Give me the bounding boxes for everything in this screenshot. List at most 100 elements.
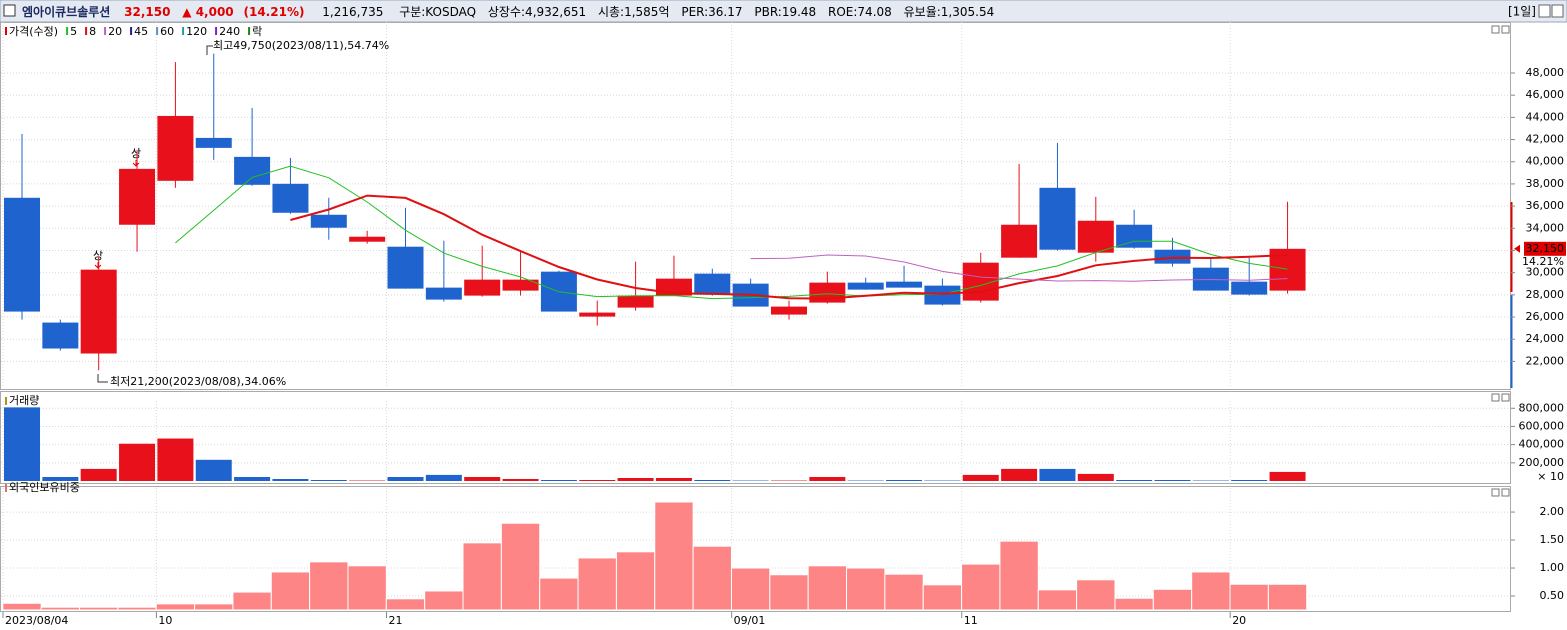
bar — [1267, 583, 1308, 611]
candle-body — [42, 322, 79, 349]
panel-button[interactable] — [1501, 488, 1510, 497]
candle-body — [425, 287, 462, 300]
candle-body — [1116, 224, 1153, 248]
y-tick-label: 1.00 — [1540, 561, 1565, 574]
volume: 1,216,735 — [322, 5, 383, 19]
y-tick-label: 28,000 — [1526, 288, 1565, 301]
candle-body — [924, 285, 961, 305]
bar — [1001, 468, 1038, 481]
bar — [540, 480, 577, 481]
bar — [1229, 583, 1269, 611]
bar — [1116, 480, 1153, 481]
bar — [194, 603, 234, 611]
last-price-label: 32,150 — [1526, 242, 1565, 255]
x-tick-label: 2023/08/04 — [5, 614, 68, 627]
bar — [999, 540, 1039, 611]
period[interactable]: [1일] — [1508, 5, 1536, 19]
legend-swatch — [156, 27, 159, 35]
high-arrow — [206, 45, 213, 55]
bar — [462, 542, 502, 611]
checkbox[interactable] — [3, 4, 16, 17]
legend-label: 8 — [89, 25, 96, 38]
legend-swatch — [85, 27, 88, 35]
limit-up-arrow — [132, 160, 140, 167]
candle-body — [1077, 220, 1114, 253]
close-button[interactable] — [1551, 4, 1564, 18]
panel-button[interactable] — [1501, 25, 1510, 34]
x-tick-label: 10 — [158, 614, 172, 627]
panel-title: 외국인보유비중 — [9, 481, 80, 494]
low-annotation: 최저21,200(2023/08/08),34.06% — [110, 375, 286, 388]
bar — [807, 565, 848, 611]
bar — [195, 459, 232, 481]
legend-label: 120 — [186, 25, 207, 38]
bar — [232, 591, 272, 611]
bar — [615, 551, 656, 611]
candle-body — [809, 282, 846, 303]
bar — [617, 478, 654, 481]
bar — [961, 563, 1001, 611]
bar — [655, 478, 692, 481]
x-tick-label: 09/01 — [734, 614, 766, 627]
candle-body — [1154, 249, 1191, 264]
legend-swatch — [5, 397, 7, 405]
legend-label: 5 — [70, 25, 77, 38]
legend-label: 20 — [108, 25, 122, 38]
bar — [2, 602, 42, 611]
bar — [809, 477, 846, 481]
volume-panel — [0, 391, 1511, 484]
candle-body — [1231, 281, 1268, 295]
candle-body — [694, 273, 731, 295]
limit-up-arrow — [94, 262, 102, 269]
bar — [1191, 571, 1231, 611]
low-arrow — [97, 374, 108, 383]
candle-body — [502, 279, 539, 291]
bar — [1269, 471, 1306, 481]
ma-line — [290, 194, 1288, 300]
candle-body — [80, 269, 117, 354]
panel-button[interactable] — [1491, 25, 1500, 34]
stock-name: 엠아이큐브솔루션 — [22, 4, 110, 19]
legend-swatch — [104, 27, 107, 35]
info: PER:36.17 — [681, 5, 742, 19]
bar — [4, 407, 40, 481]
y-tick-label: 200,000 — [1519, 456, 1565, 469]
candle-body — [349, 236, 386, 242]
unit-label: × 10 — [1537, 470, 1564, 483]
candle-body — [771, 306, 807, 315]
limit-up-mark: 상 — [131, 147, 141, 160]
y-tick-label: 24,000 — [1526, 332, 1565, 345]
restore-button[interactable] — [1538, 4, 1551, 18]
candle-body — [1039, 187, 1076, 250]
panel-button[interactable] — [1491, 393, 1500, 402]
legend-label: 락 — [252, 25, 262, 38]
bar — [579, 480, 616, 481]
candle-body — [157, 115, 194, 181]
info: ROE:74.08 — [828, 5, 892, 19]
bar — [1152, 588, 1193, 611]
last-price-arrow — [1514, 244, 1520, 253]
info: 유보율:1,305.54 — [904, 5, 995, 19]
bar — [539, 577, 579, 611]
y-tick-label: 26,000 — [1526, 310, 1565, 323]
panel-button[interactable] — [1501, 393, 1510, 402]
bar — [234, 477, 271, 481]
bar — [1114, 597, 1154, 611]
x-tick-label: 20 — [1232, 614, 1246, 627]
bar — [40, 606, 81, 611]
info: 상장수:4,932,651 — [488, 5, 586, 19]
panel-button[interactable] — [1491, 488, 1500, 497]
info: 시총:1,585억 — [598, 5, 670, 19]
bar — [692, 545, 732, 611]
candle-body — [886, 281, 923, 288]
legend-swatch — [5, 27, 7, 35]
bar — [1076, 579, 1116, 611]
candle-body — [272, 183, 309, 213]
bar — [846, 567, 886, 611]
legend-label: 60 — [160, 25, 174, 38]
x-tick-label: 11 — [964, 614, 978, 627]
bar — [424, 590, 464, 611]
info: 구분:KOSDAQ — [399, 5, 476, 19]
y-tick-label: 600,000 — [1519, 419, 1565, 432]
bar — [654, 501, 694, 611]
